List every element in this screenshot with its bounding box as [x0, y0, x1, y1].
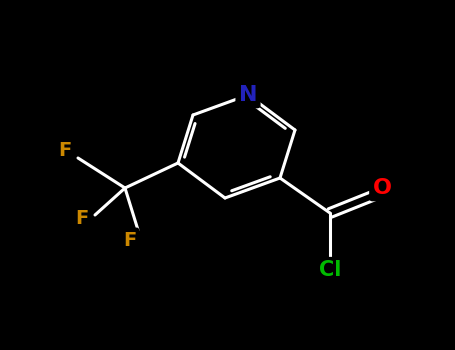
Text: N: N — [239, 85, 257, 105]
Text: O: O — [373, 178, 391, 198]
Text: F: F — [123, 231, 136, 250]
Text: F: F — [76, 209, 89, 228]
Text: F: F — [58, 140, 71, 160]
Text: Cl: Cl — [319, 260, 341, 280]
